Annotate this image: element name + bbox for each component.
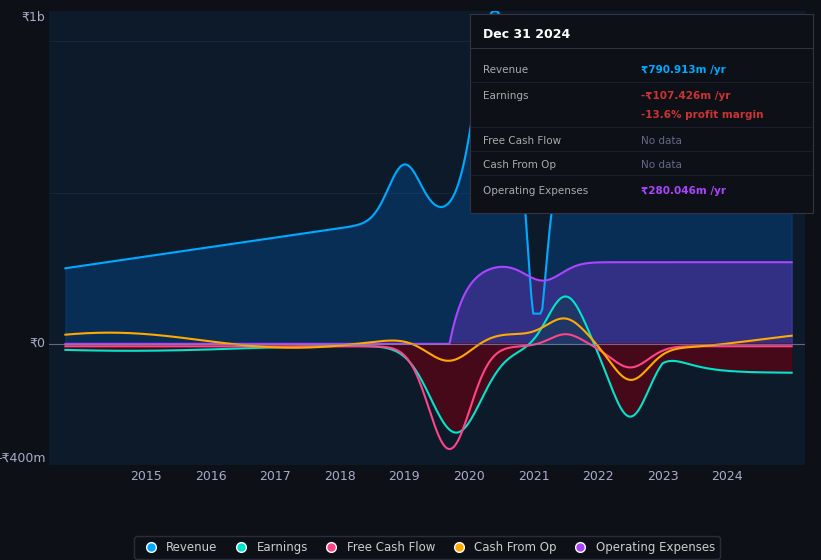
Text: Revenue: Revenue [484,64,529,74]
Text: Cash From Op: Cash From Op [484,160,557,170]
Text: No data: No data [641,136,682,146]
Text: ₹790.913m /yr: ₹790.913m /yr [641,64,726,74]
Text: ₹280.046m /yr: ₹280.046m /yr [641,186,727,196]
Text: Free Cash Flow: Free Cash Flow [484,136,562,146]
Text: Dec 31 2024: Dec 31 2024 [484,28,571,41]
Text: ₹1b: ₹1b [21,11,45,24]
Text: -13.6% profit margin: -13.6% profit margin [641,110,764,120]
Text: -₹400m: -₹400m [0,452,45,465]
Text: Earnings: Earnings [484,91,529,100]
Text: ₹0: ₹0 [30,337,45,351]
Legend: Revenue, Earnings, Free Cash Flow, Cash From Op, Operating Expenses: Revenue, Earnings, Free Cash Flow, Cash … [135,536,719,559]
Text: -₹107.426m /yr: -₹107.426m /yr [641,91,731,100]
Text: No data: No data [641,160,682,170]
Text: Operating Expenses: Operating Expenses [484,186,589,196]
